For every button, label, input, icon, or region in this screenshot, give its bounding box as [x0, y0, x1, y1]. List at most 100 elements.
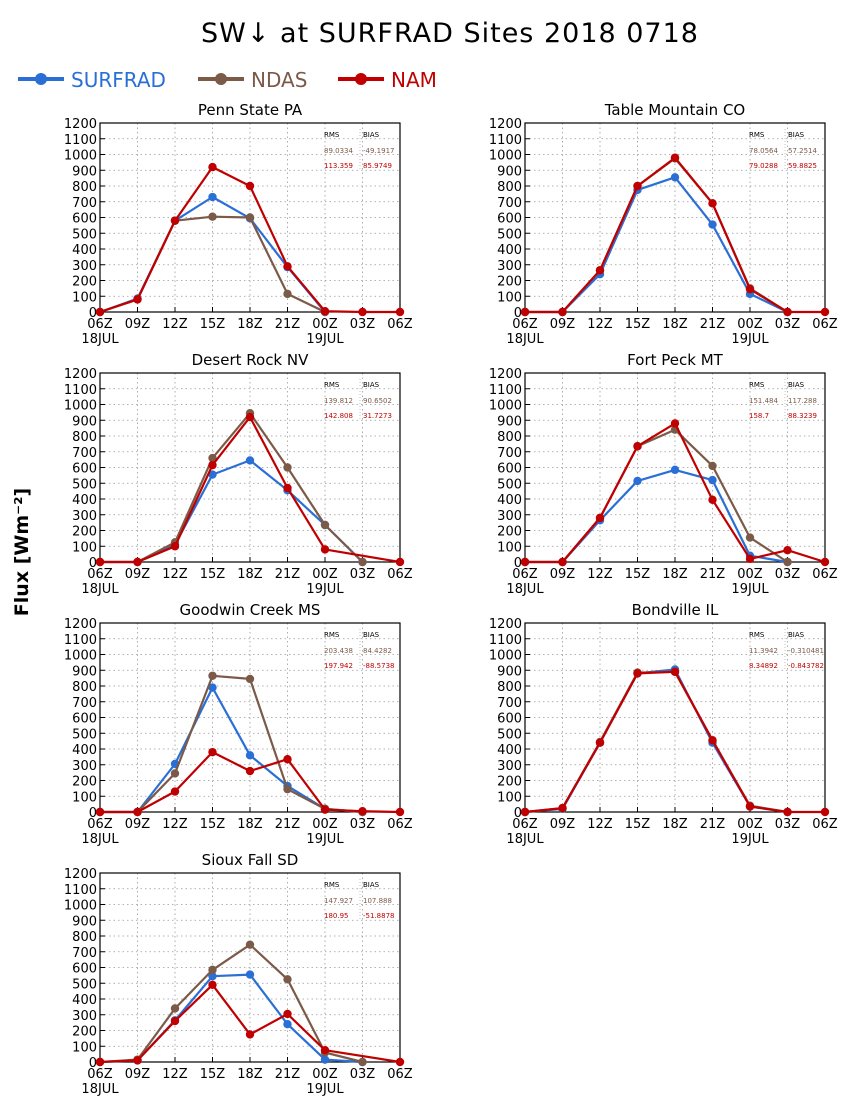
x-date-label: 18JUL [81, 582, 119, 597]
panel-title: Sioux Fall SD [202, 851, 299, 869]
data-point [320, 307, 330, 316]
x-tick-label: 03Z [775, 317, 801, 332]
x-tick-label: 06Z [512, 567, 538, 582]
x-tick-label: 21Z [275, 1067, 301, 1082]
y-tick-label: 800 [497, 180, 522, 195]
gridlines [525, 373, 825, 562]
stats-table: RMS BIAS 151.484 117.288 158.7 88.3239 [749, 379, 817, 421]
data-point [283, 483, 292, 493]
stats-value: 8.34892 [749, 662, 778, 670]
series-ndas [95, 408, 367, 567]
x-tick-label: 21Z [275, 817, 301, 832]
y-tick-label: 1200 [64, 117, 97, 132]
data-point [245, 213, 255, 222]
y-tick-label: 400 [497, 493, 522, 508]
y-tick-label: 800 [72, 930, 97, 945]
data-point [708, 199, 717, 208]
x-tick-label: 15Z [625, 567, 651, 582]
legend-swatch-marker [355, 73, 367, 85]
data-point [170, 1004, 180, 1013]
stats-header: RMS [749, 131, 765, 139]
gridlines [525, 123, 825, 312]
y-tick-label: 700 [497, 696, 522, 711]
data-point [395, 1057, 405, 1067]
legend: SURFRAD NDAS NAM [18, 68, 437, 92]
x-tick-label: 15Z [200, 817, 226, 832]
data-point [745, 533, 755, 542]
y-tick-label: 1100 [489, 633, 522, 648]
series-nam [520, 153, 830, 317]
stats-value: -0.310481 [788, 647, 824, 655]
y-tick-label: 1200 [64, 617, 97, 632]
x-date-label: 19JUL [731, 832, 769, 847]
legend-swatch-marker [35, 73, 47, 85]
y-tick-label: 900 [72, 414, 97, 429]
panel-title: Penn State PA [198, 101, 303, 119]
y-tick-label: 700 [497, 446, 522, 461]
stats-value: 158.7 [749, 412, 769, 420]
x-tick-label: 18Z [237, 817, 263, 832]
y-tick-label: 1000 [489, 149, 522, 164]
series-line-ndas [525, 428, 789, 564]
y-tick-label: 300 [72, 509, 97, 524]
x-tick-label: 15Z [200, 1067, 226, 1082]
y-tick-label: 700 [72, 196, 97, 211]
legend-label: SURFRAD [71, 68, 166, 92]
stats-header: BIAS [363, 381, 380, 389]
stats-header: BIAS [363, 881, 380, 889]
x-tick-label: 00Z [737, 817, 763, 832]
data-point [633, 669, 642, 678]
y-tick-label: 0 [514, 806, 522, 821]
gridlines [100, 373, 400, 562]
series-nam [95, 747, 405, 817]
x-tick-label: 06Z [387, 1067, 413, 1082]
stats-value: 79.0288 [749, 162, 778, 170]
data-point [595, 738, 605, 747]
y-tick-label: 1100 [64, 633, 97, 648]
y-tick-label: 0 [89, 556, 97, 571]
gridlines [100, 623, 400, 812]
stats-value: 90.6502 [363, 397, 392, 405]
data-point [208, 470, 217, 479]
stats-value: 117.288 [788, 397, 817, 405]
x-tick-label: 06Z [512, 817, 538, 832]
data-point [708, 736, 717, 745]
stats-value: -88.5738 [363, 662, 394, 670]
x-tick-label: 15Z [625, 817, 651, 832]
stats-value: -0.843782 [788, 662, 824, 670]
data-point [520, 307, 530, 317]
stats-header: BIAS [788, 381, 805, 389]
data-point [395, 557, 405, 567]
y-tick-label: 300 [497, 509, 522, 524]
x-tick-label: 06Z [87, 567, 113, 582]
y-tick-label: 500 [72, 227, 97, 242]
y-tick-label: 1200 [489, 617, 522, 632]
x-tick-label: 03Z [775, 567, 801, 582]
data-point [245, 456, 255, 465]
data-point [670, 465, 680, 475]
series-nam [95, 162, 405, 317]
data-point [320, 805, 330, 814]
data-point [208, 971, 217, 981]
x-date-label: 19JUL [306, 332, 344, 347]
x-tick-label: 06Z [812, 817, 838, 832]
x-tick-label: 06Z [87, 817, 113, 832]
data-point [783, 807, 792, 817]
y-tick-label: 1100 [64, 383, 97, 398]
x-tick-label: 12Z [162, 817, 188, 832]
data-point [283, 289, 292, 299]
y-tick-label: 900 [497, 664, 522, 679]
x-tick-label: 09Z [550, 817, 576, 832]
panel-fort-peck-mt: Fort Peck MT 0100200300400500600700800900… [489, 351, 838, 597]
data-point [633, 181, 642, 191]
stats-table: RMS BIAS 147.927 107.888 180.95 -51.8878 [324, 879, 394, 921]
stats-table: RMS BIAS 139.812 90.6502 142.808 31.7273 [324, 379, 392, 421]
series-line-ndas [100, 412, 364, 564]
x-tick-label: 06Z [812, 567, 838, 582]
x-date-label: 18JUL [81, 332, 119, 347]
x-date-label: 18JUL [81, 1082, 119, 1097]
data-point [245, 766, 255, 776]
data-point [520, 557, 530, 567]
data-point [208, 671, 217, 680]
data-point [283, 755, 292, 764]
